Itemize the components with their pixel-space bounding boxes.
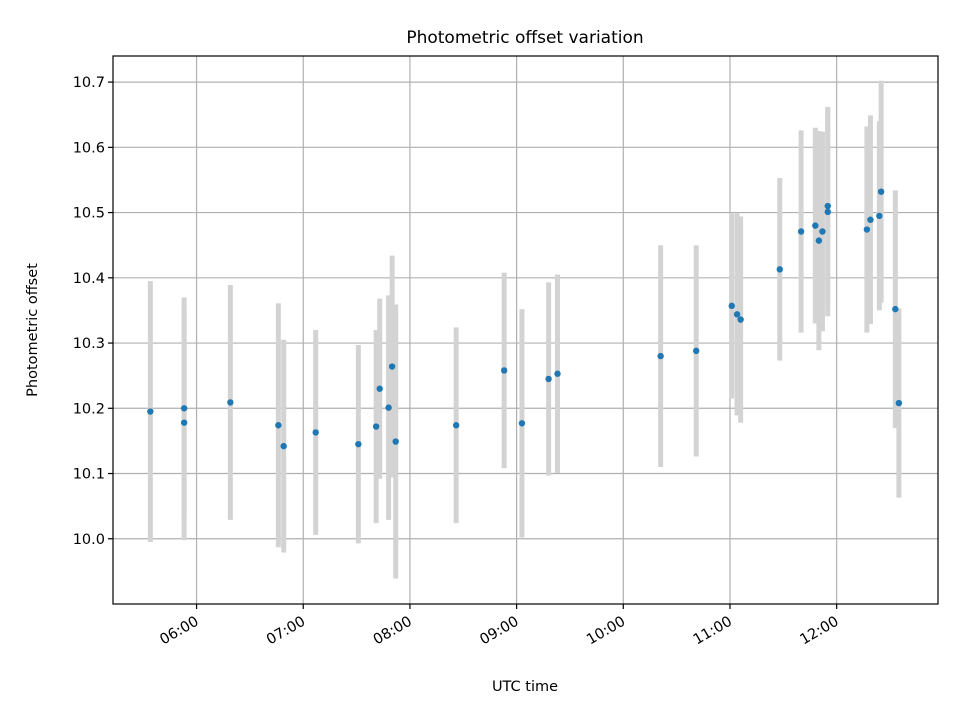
- data-point: [824, 202, 831, 210]
- data-point: [692, 347, 700, 355]
- data-point: [147, 408, 154, 415]
- data-point: [355, 440, 362, 448]
- data-point: [376, 385, 383, 392]
- y-tick-label: 10.4: [73, 271, 105, 287]
- x-axis-label: UTC time: [492, 679, 558, 695]
- data-point: [797, 228, 805, 235]
- data-point: [892, 305, 899, 313]
- data-point: [392, 438, 399, 445]
- y-tick-label: 10.0: [73, 532, 105, 548]
- data-point: [733, 311, 741, 318]
- data-point: [815, 237, 823, 244]
- y-tick-label: 10.6: [73, 140, 105, 156]
- data-point: [776, 266, 783, 273]
- data-point: [737, 316, 744, 323]
- y-axis-ticks: 10.0 10.1 10.2 10.3 10.4 10.5 10.6 10.7: [73, 75, 113, 548]
- data-point: [500, 367, 508, 374]
- data-point: [280, 442, 287, 450]
- data-point: [877, 188, 885, 195]
- chart-title: Photometric offset variation: [406, 28, 643, 48]
- data-point: [372, 423, 380, 430]
- data-point: [545, 375, 552, 383]
- data-point: [895, 399, 903, 407]
- y-axis-label: Photometric offset: [25, 263, 41, 397]
- data-point: [876, 212, 883, 220]
- data-point: [863, 226, 871, 233]
- data-point: [388, 363, 396, 370]
- data-point: [518, 420, 526, 427]
- y-tick-label: 10.7: [73, 75, 105, 91]
- data-point: [728, 302, 735, 310]
- data-point: [180, 405, 188, 412]
- data-point: [824, 208, 831, 216]
- data-point: [312, 429, 319, 436]
- data-point: [180, 419, 188, 426]
- y-tick-label: 10.2: [73, 401, 105, 417]
- y-tick-label: 10.3: [73, 336, 105, 352]
- data-point: [812, 222, 819, 229]
- data-point: [819, 228, 826, 235]
- data-point: [657, 352, 664, 360]
- data-point: [452, 422, 460, 429]
- data-point: [867, 216, 874, 223]
- data-markers: [147, 188, 903, 450]
- plot-frame: [112, 55, 939, 605]
- data-point: [275, 422, 282, 429]
- data-point: [227, 399, 234, 406]
- y-tick-label: 10.5: [73, 206, 105, 222]
- data-point: [554, 370, 561, 377]
- data-point: [385, 404, 392, 411]
- y-tick-label: 10.1: [73, 467, 105, 483]
